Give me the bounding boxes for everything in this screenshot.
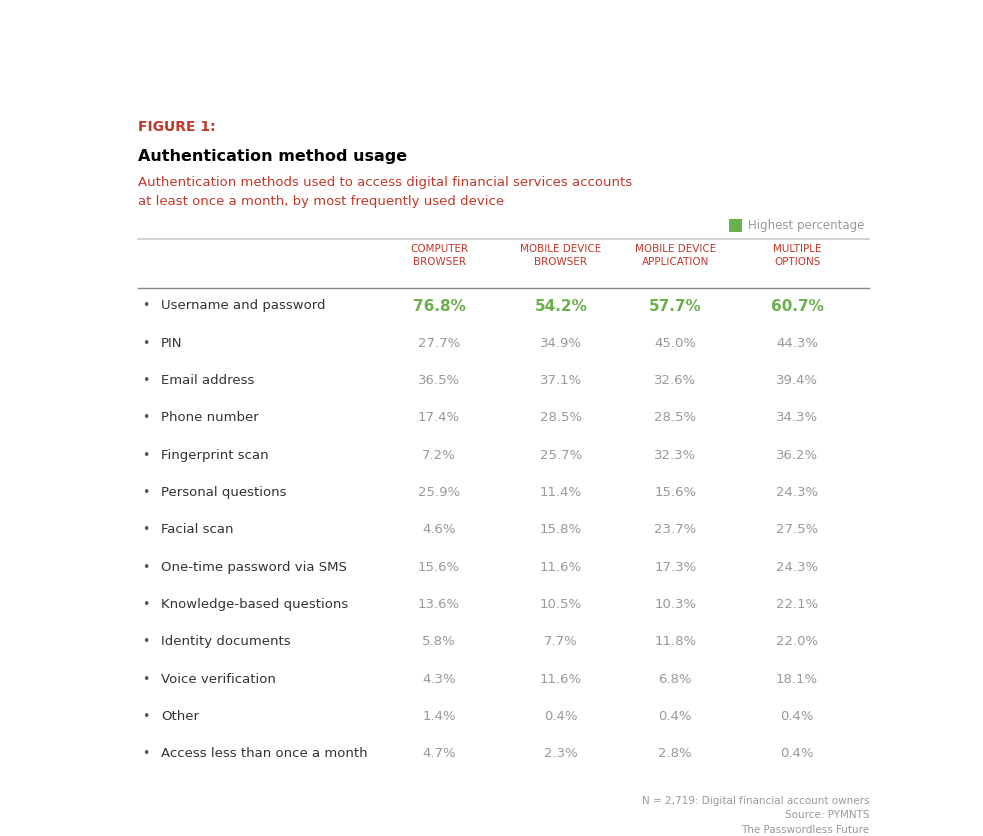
Text: •: • — [142, 710, 149, 723]
Text: 2.8%: 2.8% — [659, 747, 692, 760]
Text: 2.3%: 2.3% — [544, 747, 578, 760]
Text: •: • — [142, 411, 149, 424]
Text: 57.7%: 57.7% — [649, 299, 702, 314]
Text: 25.9%: 25.9% — [418, 486, 460, 499]
Text: 23.7%: 23.7% — [654, 523, 696, 536]
Text: 34.3%: 34.3% — [776, 411, 818, 424]
Text: 4.3%: 4.3% — [423, 673, 456, 686]
Text: MOBILE DEVICE
BROWSER: MOBILE DEVICE BROWSER — [520, 244, 602, 267]
Text: 37.1%: 37.1% — [540, 374, 582, 387]
Text: Knowledge-based questions: Knowledge-based questions — [161, 598, 348, 611]
Text: 22.0%: 22.0% — [776, 635, 818, 648]
Text: 27.7%: 27.7% — [418, 337, 460, 349]
Text: Access less than once a month: Access less than once a month — [161, 747, 368, 760]
FancyBboxPatch shape — [728, 219, 742, 232]
Text: 34.9%: 34.9% — [540, 337, 582, 349]
Text: 18.1%: 18.1% — [776, 673, 818, 686]
Text: 60.7%: 60.7% — [771, 299, 824, 314]
Text: 28.5%: 28.5% — [654, 411, 696, 424]
Text: 7.2%: 7.2% — [422, 449, 456, 461]
Text: 45.0%: 45.0% — [655, 337, 696, 349]
Text: 39.4%: 39.4% — [777, 374, 818, 387]
Text: 15.6%: 15.6% — [418, 561, 460, 573]
Text: Authentication method usage: Authentication method usage — [138, 150, 407, 164]
Text: MOBILE DEVICE
APPLICATION: MOBILE DEVICE APPLICATION — [635, 244, 716, 267]
Text: One-time password via SMS: One-time password via SMS — [161, 561, 347, 573]
Text: FIGURE 1:: FIGURE 1: — [138, 120, 215, 134]
Text: 15.6%: 15.6% — [654, 486, 696, 499]
Text: 11.6%: 11.6% — [540, 673, 582, 686]
Text: 11.4%: 11.4% — [540, 486, 582, 499]
Text: 11.6%: 11.6% — [540, 561, 582, 573]
Text: 6.8%: 6.8% — [659, 673, 692, 686]
Text: •: • — [142, 673, 149, 686]
Text: •: • — [142, 374, 149, 387]
Text: 5.8%: 5.8% — [423, 635, 456, 648]
Text: 44.3%: 44.3% — [777, 337, 818, 349]
Text: 28.5%: 28.5% — [540, 411, 582, 424]
Text: PIN: PIN — [161, 337, 183, 349]
Text: 32.3%: 32.3% — [654, 449, 696, 461]
Text: 0.4%: 0.4% — [781, 710, 814, 723]
Text: 76.8%: 76.8% — [413, 299, 466, 314]
Text: Phone number: Phone number — [161, 411, 259, 424]
Text: 0.4%: 0.4% — [781, 747, 814, 760]
Text: 0.4%: 0.4% — [545, 710, 578, 723]
Text: 10.5%: 10.5% — [540, 598, 582, 611]
Text: Highest percentage: Highest percentage — [748, 219, 865, 232]
Text: 36.2%: 36.2% — [776, 449, 818, 461]
Text: •: • — [142, 449, 149, 461]
Text: 17.3%: 17.3% — [654, 561, 696, 573]
Text: •: • — [142, 523, 149, 536]
Text: 7.7%: 7.7% — [544, 635, 578, 648]
Text: Identity documents: Identity documents — [161, 635, 291, 648]
Text: Other: Other — [161, 710, 199, 723]
Text: Personal questions: Personal questions — [161, 486, 286, 499]
Text: 4.7%: 4.7% — [423, 747, 456, 760]
Text: •: • — [142, 299, 149, 312]
Text: Facial scan: Facial scan — [161, 523, 234, 536]
Text: •: • — [142, 747, 149, 760]
Text: 17.4%: 17.4% — [418, 411, 460, 424]
Text: •: • — [142, 561, 149, 573]
Text: 4.6%: 4.6% — [423, 523, 456, 536]
Text: 36.5%: 36.5% — [418, 374, 460, 387]
Text: COMPUTER
BROWSER: COMPUTER BROWSER — [410, 244, 468, 267]
Text: Username and password: Username and password — [161, 299, 325, 312]
Text: •: • — [142, 486, 149, 499]
Text: 1.4%: 1.4% — [423, 710, 456, 723]
Text: 0.4%: 0.4% — [659, 710, 692, 723]
Text: •: • — [142, 337, 149, 349]
Text: •: • — [142, 635, 149, 648]
Text: 22.1%: 22.1% — [776, 598, 818, 611]
Text: 54.2%: 54.2% — [535, 299, 588, 314]
Text: Voice verification: Voice verification — [161, 673, 276, 686]
Text: Email address: Email address — [161, 374, 255, 387]
Text: 11.8%: 11.8% — [654, 635, 696, 648]
Text: 27.5%: 27.5% — [776, 523, 818, 536]
Text: MULTIPLE
OPTIONS: MULTIPLE OPTIONS — [773, 244, 822, 267]
Text: N = 2,719: Digital financial account owners
Source: PYMNTS
The Passwordless Futu: N = 2,719: Digital financial account own… — [642, 796, 870, 835]
Text: •: • — [142, 598, 149, 611]
Text: 13.6%: 13.6% — [418, 598, 460, 611]
Text: 32.6%: 32.6% — [654, 374, 696, 387]
Text: Fingerprint scan: Fingerprint scan — [161, 449, 268, 461]
Text: 24.3%: 24.3% — [776, 486, 818, 499]
Text: 25.7%: 25.7% — [540, 449, 582, 461]
Text: 24.3%: 24.3% — [776, 561, 818, 573]
Text: Authentication methods used to access digital financial services accounts
at lea: Authentication methods used to access di… — [138, 176, 632, 208]
Text: 15.8%: 15.8% — [540, 523, 582, 536]
Text: 10.3%: 10.3% — [654, 598, 696, 611]
